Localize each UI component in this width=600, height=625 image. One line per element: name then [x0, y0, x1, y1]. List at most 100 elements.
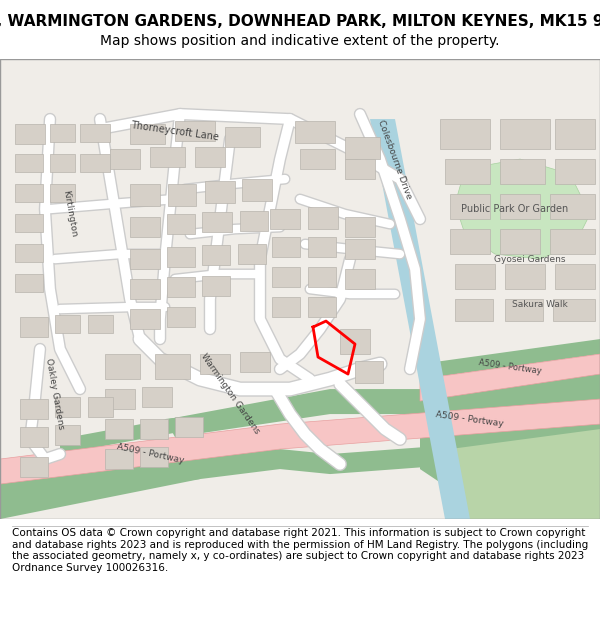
Polygon shape [60, 369, 600, 454]
Bar [80, 154, 110, 172]
Bar [500, 194, 540, 219]
Bar [202, 276, 230, 296]
Bar [105, 354, 140, 379]
Text: Warmington Gardens: Warmington Gardens [199, 352, 261, 436]
Bar [272, 267, 300, 287]
Text: 5A, WARMINGTON GARDENS, DOWNHEAD PARK, MILTON KEYNES, MK15 9BP: 5A, WARMINGTON GARDENS, DOWNHEAD PARK, M… [0, 14, 600, 29]
Bar [345, 239, 375, 259]
Bar [20, 427, 48, 447]
Bar [205, 181, 235, 203]
Bar [167, 277, 195, 297]
Bar [272, 237, 300, 257]
Bar [445, 159, 490, 184]
Bar [555, 264, 595, 289]
Polygon shape [0, 434, 600, 504]
Bar [130, 124, 165, 144]
Bar [140, 447, 168, 467]
Polygon shape [420, 339, 600, 379]
Bar [15, 154, 43, 172]
Bar [202, 212, 232, 232]
Bar [130, 279, 160, 299]
Bar [500, 229, 540, 254]
Text: Sakura Walk: Sakura Walk [512, 299, 568, 309]
Bar [15, 184, 43, 202]
Bar [55, 315, 80, 333]
Bar [50, 124, 75, 142]
Bar [168, 184, 196, 206]
Bar [20, 317, 48, 337]
Text: Contains OS data © Crown copyright and database right 2021. This information is : Contains OS data © Crown copyright and d… [12, 528, 588, 573]
Bar [88, 315, 113, 333]
Bar [130, 309, 160, 329]
Bar [130, 217, 160, 237]
Bar [450, 229, 490, 254]
Bar [345, 137, 380, 159]
Bar [140, 419, 168, 439]
Polygon shape [420, 359, 600, 519]
Bar [272, 297, 300, 317]
Text: Kirtlington: Kirtlington [61, 190, 79, 238]
Polygon shape [165, 399, 430, 437]
Bar [553, 299, 595, 321]
Bar [105, 449, 133, 469]
Text: Oakley Gardens: Oakley Gardens [44, 357, 65, 431]
Bar [340, 329, 370, 354]
Bar [555, 159, 595, 184]
Bar [142, 387, 172, 407]
Bar [200, 354, 230, 374]
Bar [15, 244, 43, 262]
Bar [88, 397, 113, 417]
Bar [150, 147, 185, 167]
Bar [500, 159, 545, 184]
Bar [308, 237, 336, 257]
Polygon shape [370, 119, 470, 519]
Bar [240, 211, 268, 231]
Bar [505, 264, 545, 289]
Bar [130, 184, 160, 206]
Bar [167, 214, 195, 234]
Text: Thorneycroft Lane: Thorneycroft Lane [130, 120, 220, 142]
Bar [450, 194, 490, 219]
Bar [167, 307, 195, 327]
Bar [238, 244, 266, 264]
Polygon shape [455, 159, 590, 259]
Bar [130, 249, 160, 269]
Bar [110, 149, 140, 169]
Bar [308, 267, 336, 287]
Bar [240, 352, 270, 372]
Bar [455, 264, 495, 289]
Bar [202, 245, 230, 265]
Bar [15, 214, 43, 232]
Bar [55, 397, 80, 417]
Text: A509 - Portway: A509 - Portway [478, 358, 542, 376]
Bar [175, 417, 203, 437]
Bar [20, 457, 48, 477]
Bar [50, 154, 75, 172]
Text: Colesbourne Drive: Colesbourne Drive [376, 118, 413, 200]
Bar [167, 247, 195, 267]
Bar [345, 269, 375, 289]
Text: A509 - Portway: A509 - Portway [116, 442, 184, 466]
Bar [80, 124, 110, 142]
Bar [500, 119, 550, 149]
Bar [105, 419, 133, 439]
Bar [155, 354, 190, 379]
Bar [50, 184, 75, 202]
Bar [308, 207, 338, 229]
Bar [15, 274, 43, 292]
Bar [195, 147, 225, 167]
Polygon shape [0, 399, 600, 484]
Bar [242, 179, 272, 201]
Text: Map shows position and indicative extent of the property.: Map shows position and indicative extent… [100, 34, 500, 48]
Bar [455, 299, 493, 321]
Bar [550, 229, 595, 254]
Text: Gyosei Gardens: Gyosei Gardens [494, 254, 566, 264]
Bar [308, 297, 336, 317]
Bar [345, 159, 375, 179]
Bar [20, 399, 48, 419]
Bar [175, 121, 215, 141]
Bar [15, 124, 45, 144]
Bar [225, 127, 260, 147]
Bar [270, 209, 300, 229]
Bar [440, 119, 490, 149]
